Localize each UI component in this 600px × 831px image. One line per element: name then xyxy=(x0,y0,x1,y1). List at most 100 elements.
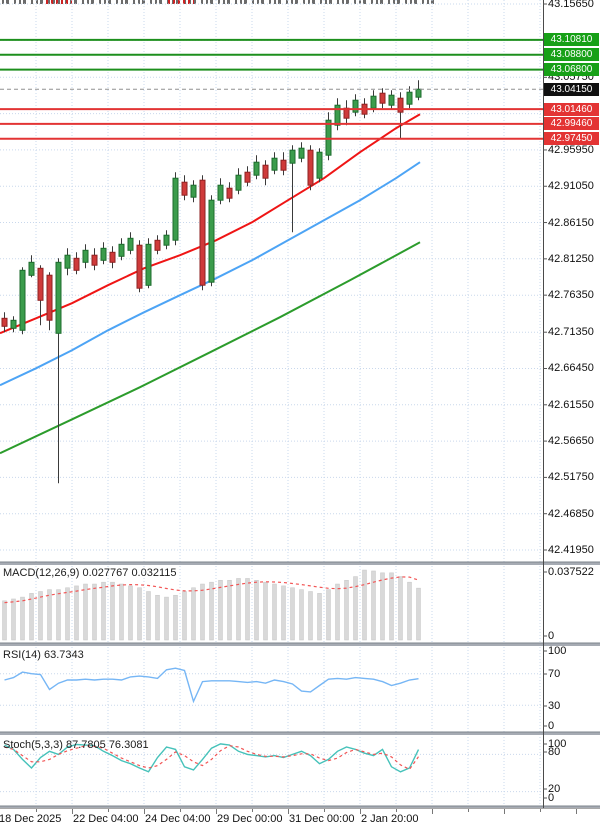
macd-histogram-bar xyxy=(65,587,70,641)
macd-histogram-bar xyxy=(335,583,340,641)
rsi-indicator-label: RSI(14) 63.7343 xyxy=(3,649,84,661)
macd-histogram-bar xyxy=(47,589,52,641)
bear-candle xyxy=(181,181,188,196)
macd-histogram-bar xyxy=(227,580,232,641)
time-axis[interactable]: 18 Dec 2025 22 Dec 04:00 24 Dec 04:00 29 De… xyxy=(0,808,600,831)
time-axis-tick xyxy=(72,809,73,814)
macd-histogram-bar xyxy=(56,589,61,641)
macd-histogram-bar xyxy=(353,576,358,641)
bull-candle xyxy=(235,174,242,191)
macd-histogram-bar xyxy=(245,578,250,641)
stoch-name: Stoch(5,3,3) xyxy=(3,739,63,751)
time-axis-tick xyxy=(468,809,469,812)
bull-candle xyxy=(289,149,296,164)
price-tick-label: 42.41950 xyxy=(548,544,594,556)
ma-slow-line xyxy=(0,241,421,455)
time-axis-tick xyxy=(144,809,145,814)
macd-histogram-bar xyxy=(209,581,214,641)
bear-candle xyxy=(73,257,80,271)
rsi-value: 63.7343 xyxy=(43,649,84,661)
macd-histogram-bar xyxy=(218,580,223,641)
ma-fast-line xyxy=(0,113,421,335)
macd-main-value: 0.027767 xyxy=(82,567,129,579)
time-axis-tick xyxy=(360,809,361,814)
price-tick-label: 42.56650 xyxy=(548,435,594,448)
time-axis-label: 31 Dec 00:00 xyxy=(289,813,355,825)
price-tick-label: 42.51750 xyxy=(548,471,594,484)
macd-histogram-bar xyxy=(137,587,142,641)
macd-histogram-bar xyxy=(236,578,241,641)
bull-candle xyxy=(325,119,332,156)
macd-histogram-bar xyxy=(128,585,133,641)
bull-candle xyxy=(145,243,152,286)
bull-candle xyxy=(190,184,197,198)
time-axis-tick xyxy=(36,809,37,812)
clipped-symbol-info-text xyxy=(2,0,434,4)
bear-candle xyxy=(154,239,161,251)
chart-canvas[interactable] xyxy=(0,0,600,808)
bull-candle xyxy=(10,319,17,329)
stoch-axis-label: 20 xyxy=(548,783,561,795)
current-price-badge: 43.04150 xyxy=(544,82,599,96)
rsi-line xyxy=(4,667,419,704)
macd-histogram-bar xyxy=(416,587,421,641)
clipped-symbol-info-red-text xyxy=(46,0,72,4)
price-tick-label: 42.91050 xyxy=(548,180,594,193)
bear-candle xyxy=(397,97,404,113)
bull-candle xyxy=(217,184,224,201)
macd-histogram-bar xyxy=(371,570,376,641)
time-axis-tick xyxy=(216,809,217,814)
macd-histogram-bar xyxy=(389,572,394,641)
macd-histogram-bar xyxy=(119,583,124,641)
macd-histogram-bar xyxy=(398,576,403,641)
bull-candle xyxy=(55,261,62,334)
resistance-price-badge: 43.06800 xyxy=(544,63,599,77)
time-axis-tick xyxy=(108,809,109,812)
bear-candle xyxy=(262,164,269,179)
ma-mid-line xyxy=(0,161,421,387)
bear-candle xyxy=(91,254,98,266)
time-axis-tick xyxy=(180,809,181,812)
resistance-price-badge: 43.10810 xyxy=(544,33,599,47)
macd-histogram-bar xyxy=(101,581,106,641)
macd-histogram-bar xyxy=(83,583,88,641)
bull-candle xyxy=(64,254,71,269)
rsi-axis-label: 30 xyxy=(548,700,561,712)
bear-candle xyxy=(244,171,251,183)
panel-separator xyxy=(0,806,600,808)
clipped-symbol-info-red-text xyxy=(168,0,194,4)
price-tick-label: 42.46850 xyxy=(548,507,594,520)
stoch-indicator-label: Stoch(5,3,3) 87.7805 76.3081 xyxy=(3,739,149,751)
macd-histogram-bar xyxy=(254,580,259,641)
bull-candle xyxy=(208,199,215,283)
bull-candle xyxy=(163,234,170,246)
stoch-d-line xyxy=(4,745,419,771)
bear-candle xyxy=(199,179,206,286)
bull-candle xyxy=(127,237,134,251)
bull-candle xyxy=(118,243,125,257)
stoch-axis-label: 0 xyxy=(548,792,555,804)
macd-histogram-bar xyxy=(191,587,196,641)
time-axis-tick xyxy=(432,809,433,814)
bear-candle xyxy=(109,251,116,263)
time-axis-tick xyxy=(324,809,325,812)
macd-histogram-bar xyxy=(281,585,286,641)
macd-histogram-bar xyxy=(317,593,322,641)
bull-candle xyxy=(253,161,260,176)
macd-histogram-bar xyxy=(380,572,385,641)
support-price-badge: 42.99460 xyxy=(544,117,599,131)
bull-candle xyxy=(406,91,413,105)
time-axis-tick xyxy=(540,809,541,812)
stoch-axis-label: 100 xyxy=(548,738,567,750)
time-axis-label: 22 Dec 04:00 xyxy=(73,813,139,825)
stoch-k-line xyxy=(4,743,420,773)
time-axis-tick xyxy=(396,809,397,812)
stoch-k-value: 87.7805 xyxy=(65,739,106,751)
macd-name: MACD(12,26,9) xyxy=(3,567,80,579)
panel-separator xyxy=(0,732,600,735)
time-axis-tick xyxy=(576,809,577,814)
macd-histogram-bar xyxy=(263,581,268,641)
time-axis-tick xyxy=(504,809,505,814)
macd-histogram-bar xyxy=(299,589,304,641)
